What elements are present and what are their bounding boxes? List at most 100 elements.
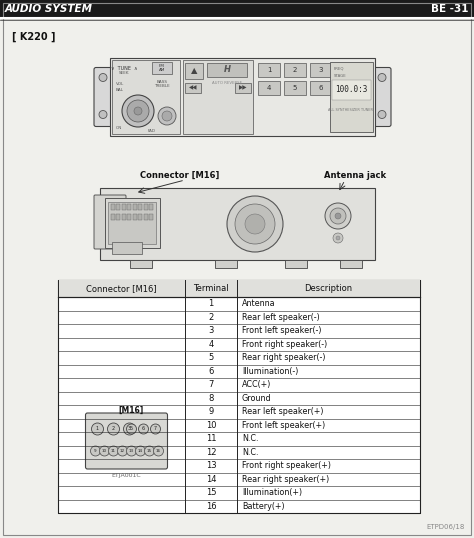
Bar <box>144 214 148 220</box>
Text: Terminal: Terminal <box>193 284 229 293</box>
Text: BE -31: BE -31 <box>431 4 469 14</box>
Bar <box>330 62 373 132</box>
FancyBboxPatch shape <box>94 67 112 126</box>
Bar <box>105 198 160 248</box>
Bar <box>215 260 237 268</box>
Circle shape <box>109 446 118 456</box>
Bar <box>58 280 420 513</box>
Text: 5: 5 <box>209 353 214 362</box>
Circle shape <box>136 446 146 456</box>
Bar <box>133 204 137 210</box>
Text: Antenna jack: Antenna jack <box>324 171 386 180</box>
Bar <box>258 63 280 77</box>
Circle shape <box>138 424 148 434</box>
Circle shape <box>100 446 109 456</box>
Text: Ground: Ground <box>242 394 272 403</box>
Text: 4: 4 <box>267 85 271 91</box>
Text: STAGE: STAGE <box>334 74 347 78</box>
Text: ETPD06/18: ETPD06/18 <box>427 524 465 530</box>
Text: H: H <box>224 66 230 74</box>
Text: 13: 13 <box>129 449 134 453</box>
Bar <box>58 280 420 297</box>
Bar <box>149 214 154 220</box>
Circle shape <box>118 446 128 456</box>
Bar <box>284 81 306 95</box>
Text: 5: 5 <box>130 427 133 431</box>
Circle shape <box>325 203 351 229</box>
Circle shape <box>336 236 340 240</box>
Text: 10: 10 <box>206 421 216 430</box>
Bar <box>111 214 115 220</box>
Bar <box>138 214 143 220</box>
Text: ∨  TUNE  ∧: ∨ TUNE ∧ <box>111 66 137 71</box>
Text: [ K220 ]: [ K220 ] <box>12 32 55 43</box>
Circle shape <box>91 423 103 435</box>
Bar <box>152 62 172 74</box>
Text: Battery(+): Battery(+) <box>242 502 284 511</box>
Bar <box>112 60 180 134</box>
Text: 1: 1 <box>267 67 271 73</box>
Text: 15: 15 <box>206 489 216 497</box>
Bar <box>117 204 120 210</box>
Circle shape <box>245 214 265 234</box>
Circle shape <box>99 110 107 118</box>
Text: Illumination(-): Illumination(-) <box>242 367 298 376</box>
Text: 15: 15 <box>147 449 152 453</box>
Circle shape <box>127 424 137 434</box>
Text: 10: 10 <box>102 449 107 453</box>
Text: 4: 4 <box>209 340 214 349</box>
Text: 3: 3 <box>208 326 214 335</box>
Text: ACC(+): ACC(+) <box>242 380 272 390</box>
Bar <box>128 204 131 210</box>
Text: 1: 1 <box>96 427 99 431</box>
Text: Rear left speaker(+): Rear left speaker(+) <box>242 407 323 416</box>
Circle shape <box>134 107 142 115</box>
Text: 11: 11 <box>206 434 216 443</box>
Text: 2: 2 <box>112 427 115 431</box>
Text: Antenna: Antenna <box>242 299 275 308</box>
Text: N.C.: N.C. <box>242 434 258 443</box>
Text: [M16]: [M16] <box>118 406 144 414</box>
Text: Illumination(+): Illumination(+) <box>242 489 302 497</box>
Bar <box>138 204 143 210</box>
Bar <box>122 204 126 210</box>
Text: BASS
TREBLE: BASS TREBLE <box>154 80 170 88</box>
Text: Connector [M16]: Connector [M16] <box>140 171 219 180</box>
Text: 13: 13 <box>206 461 216 470</box>
FancyBboxPatch shape <box>373 67 391 126</box>
Text: ETJA001C: ETJA001C <box>111 472 141 478</box>
Circle shape <box>378 110 386 118</box>
Text: 9: 9 <box>209 407 214 416</box>
Bar <box>185 83 201 93</box>
Bar <box>207 63 247 77</box>
Text: 16: 16 <box>156 449 161 453</box>
Text: SEEK: SEEK <box>119 71 129 75</box>
Bar <box>258 81 280 95</box>
Circle shape <box>235 204 275 244</box>
Bar <box>112 242 142 254</box>
Text: 3: 3 <box>319 67 323 73</box>
Circle shape <box>227 196 283 252</box>
Text: FM
AM: FM AM <box>159 64 165 72</box>
Text: Front right speaker(+): Front right speaker(+) <box>242 461 331 470</box>
Bar <box>117 214 120 220</box>
Text: Connector [M16]: Connector [M16] <box>86 284 157 293</box>
Circle shape <box>154 446 164 456</box>
Text: ALL SYNTHESIZER TUNER: ALL SYNTHESIZER TUNER <box>328 108 374 112</box>
Bar <box>133 214 137 220</box>
Text: Rear right speaker(+): Rear right speaker(+) <box>242 475 329 484</box>
Text: 12: 12 <box>206 448 216 457</box>
Bar <box>144 204 148 210</box>
Text: 6: 6 <box>319 85 323 91</box>
Bar <box>100 188 375 260</box>
Text: ▲: ▲ <box>191 67 197 75</box>
Text: ◀◀: ◀◀ <box>189 86 197 90</box>
Bar <box>310 63 332 77</box>
Circle shape <box>127 446 137 456</box>
Bar <box>130 260 152 268</box>
Bar <box>108 202 156 244</box>
Bar <box>235 83 251 93</box>
Text: Description: Description <box>304 284 353 293</box>
Text: Rear right speaker(-): Rear right speaker(-) <box>242 353 326 362</box>
Circle shape <box>151 424 161 434</box>
